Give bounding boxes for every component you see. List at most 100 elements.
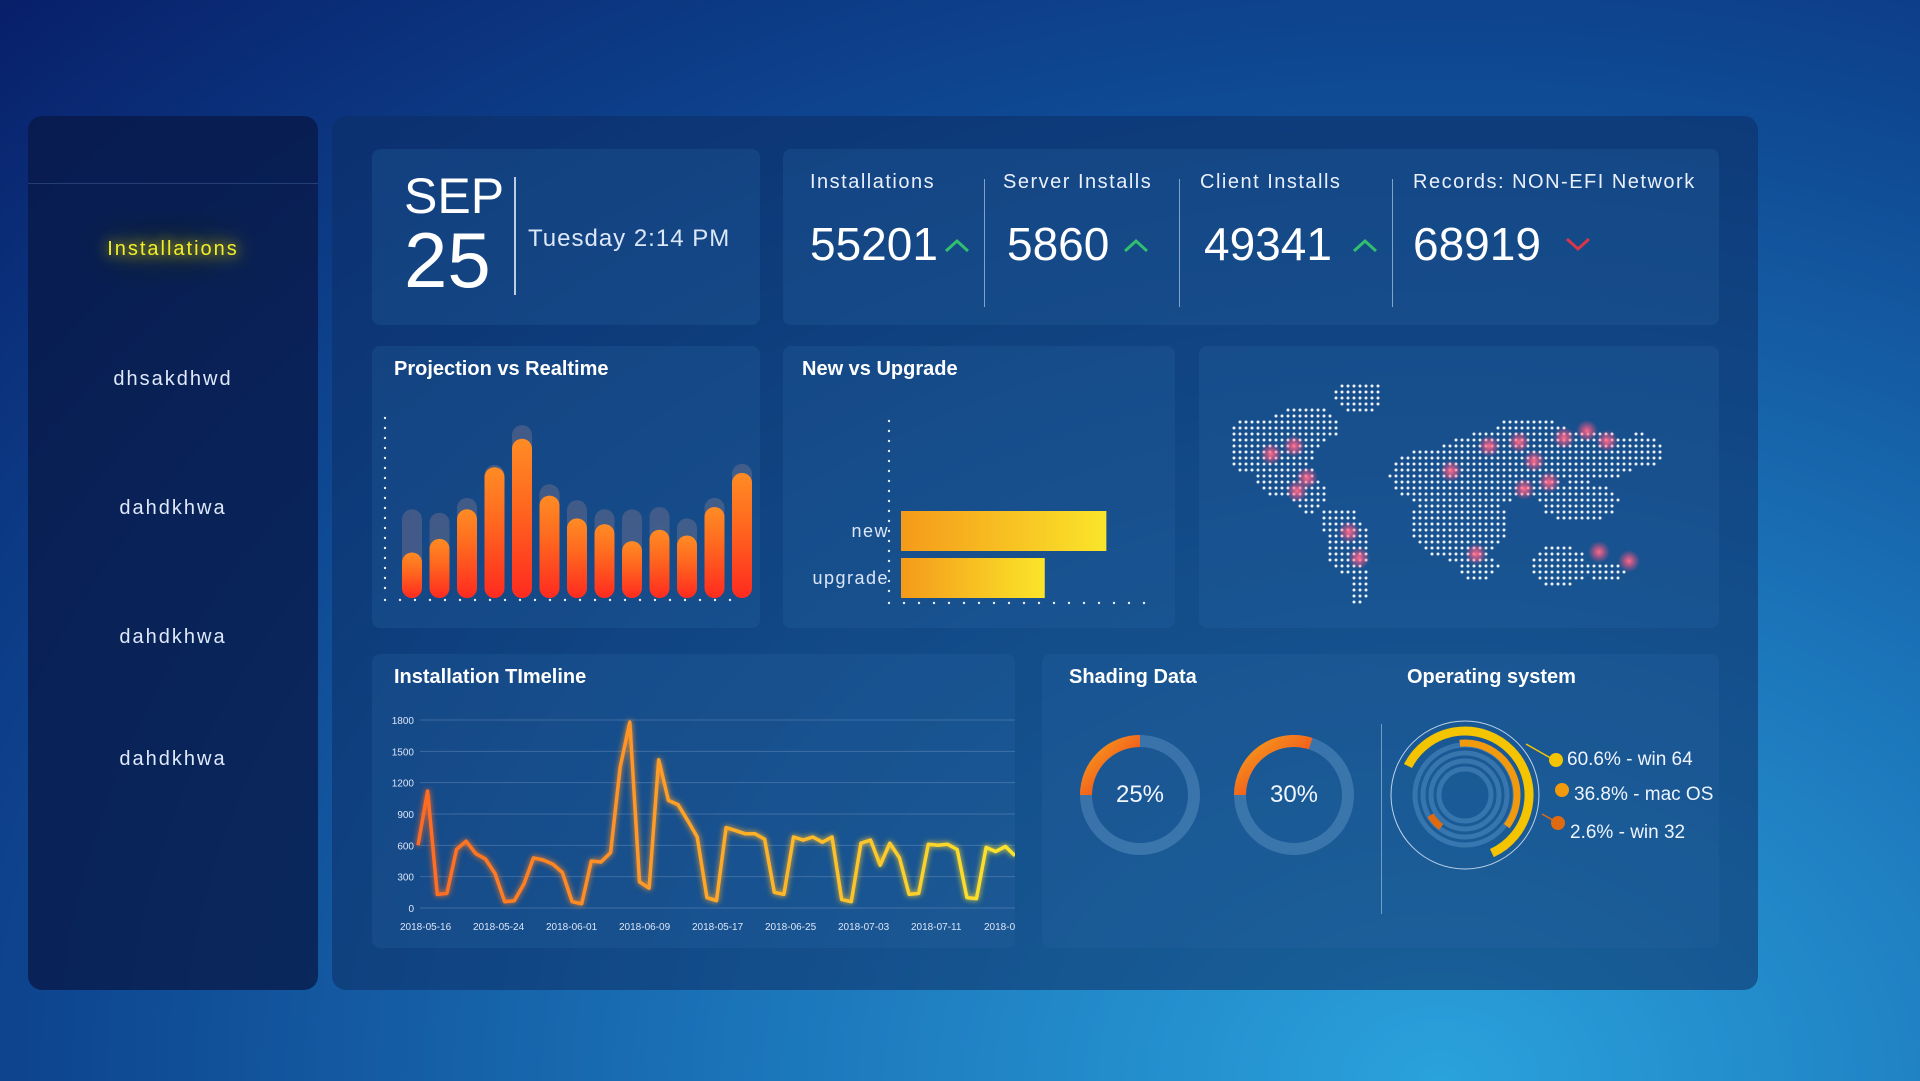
map-dot [1496, 534, 1500, 538]
map-dot [1586, 456, 1590, 460]
sidebar-item-2[interactable]: dhsakdhwd [113, 368, 233, 390]
realtime-bar [567, 518, 587, 598]
axis-dot [683, 598, 687, 602]
map-dot [1466, 540, 1470, 544]
projection-chart [383, 416, 752, 602]
map-dot [1454, 534, 1458, 538]
x-tick-label: 2018-06-01 [546, 922, 598, 933]
map-dot [1550, 468, 1554, 472]
map-dot [1550, 570, 1554, 574]
map-dot [1472, 522, 1476, 526]
map-dot [1340, 402, 1344, 406]
map-dot [1298, 456, 1302, 460]
map-dot [1310, 420, 1314, 424]
map-dot [1478, 492, 1482, 496]
timeline-chart: 0 300 600 900 1200 1500 1800 2018-05-16 2018-05-… [392, 716, 1015, 933]
map-dot [1424, 534, 1428, 538]
map-dot [1478, 480, 1482, 484]
map-dot [1478, 510, 1482, 514]
sidebar-item-installations[interactable]: Installations [107, 238, 239, 260]
map-dot [1334, 510, 1338, 514]
map-dot [1400, 480, 1404, 484]
map-dot [1538, 426, 1542, 430]
map-dot [1418, 474, 1422, 478]
donut-arc [1080, 735, 1141, 796]
map-dot [1364, 576, 1368, 580]
map-dot [1244, 432, 1248, 436]
map-dot [1598, 498, 1602, 502]
axis-dot [383, 556, 387, 560]
sidebar-item-3[interactable]: dahdkhwa [119, 497, 227, 519]
map-dot [1466, 564, 1470, 568]
map-dot [1394, 480, 1398, 484]
axis-dot [887, 519, 891, 523]
map-dot [1376, 384, 1380, 388]
x-tick-label: 2018-06-09 [619, 922, 671, 933]
map-dot [1496, 564, 1500, 568]
map-dot [1376, 390, 1380, 394]
map-dot [1502, 486, 1506, 490]
y-tick-label: 600 [397, 841, 414, 852]
axis-dot [917, 601, 921, 605]
axis-dot [947, 601, 951, 605]
map-dot [1472, 504, 1476, 508]
map-dot [1580, 498, 1584, 502]
map-dot [1442, 540, 1446, 544]
map-dot [1454, 558, 1458, 562]
map-dot [1346, 570, 1350, 574]
map-dot [1544, 432, 1548, 436]
map-dot [1406, 480, 1410, 484]
map-dot [1274, 414, 1278, 418]
axis-dot [383, 576, 387, 580]
map-dot [1436, 504, 1440, 508]
map-dot [1280, 426, 1284, 430]
timeline-line [416, 720, 1015, 906]
sidebar-item-5[interactable]: dahdkhwa [119, 748, 227, 770]
map-dot [1532, 558, 1536, 562]
map-dot [1292, 414, 1296, 418]
map-dot [1430, 498, 1434, 502]
axis-dot [887, 559, 891, 563]
map-dot [1430, 534, 1434, 538]
map-dot [1454, 504, 1458, 508]
map-dot [1556, 456, 1560, 460]
map-dot [1604, 576, 1608, 580]
map-dot [1490, 504, 1494, 508]
map-dot [1616, 570, 1620, 574]
map-dot [1454, 438, 1458, 442]
realtime-bar [484, 467, 505, 598]
map-dot [1310, 504, 1314, 508]
map-dot [1304, 408, 1308, 412]
map-dot [1526, 474, 1530, 478]
map-dot [1334, 522, 1338, 526]
map-dot [1562, 552, 1566, 556]
map-dot [1418, 492, 1422, 496]
map-dot [1598, 570, 1602, 574]
map-dot [1478, 486, 1482, 490]
map-dot [1418, 468, 1422, 472]
map-dot [1274, 420, 1278, 424]
axis-dot [473, 598, 477, 602]
map-dot [1358, 408, 1362, 412]
map-dot [1490, 474, 1494, 478]
map-dot [1484, 570, 1488, 574]
map-dot [1484, 474, 1488, 478]
map-dot [1322, 498, 1326, 502]
map-dot [1256, 462, 1260, 466]
map-dot [1604, 504, 1608, 508]
map-dot [1424, 528, 1428, 532]
sidebar-item-4[interactable]: dahdkhwa [119, 626, 227, 648]
map-dot [1508, 492, 1512, 496]
map-dot [1376, 402, 1380, 406]
map-dot [1454, 522, 1458, 526]
map-dot [1586, 462, 1590, 466]
map-dot [1568, 504, 1572, 508]
map-dot [1472, 510, 1476, 514]
map-dot [1262, 426, 1266, 430]
map-dot [1334, 390, 1338, 394]
map-dot [1496, 504, 1500, 508]
map-dot [1556, 582, 1560, 586]
map-dot [1628, 462, 1632, 466]
map-dot [1544, 552, 1548, 556]
map-dot [1454, 456, 1458, 460]
